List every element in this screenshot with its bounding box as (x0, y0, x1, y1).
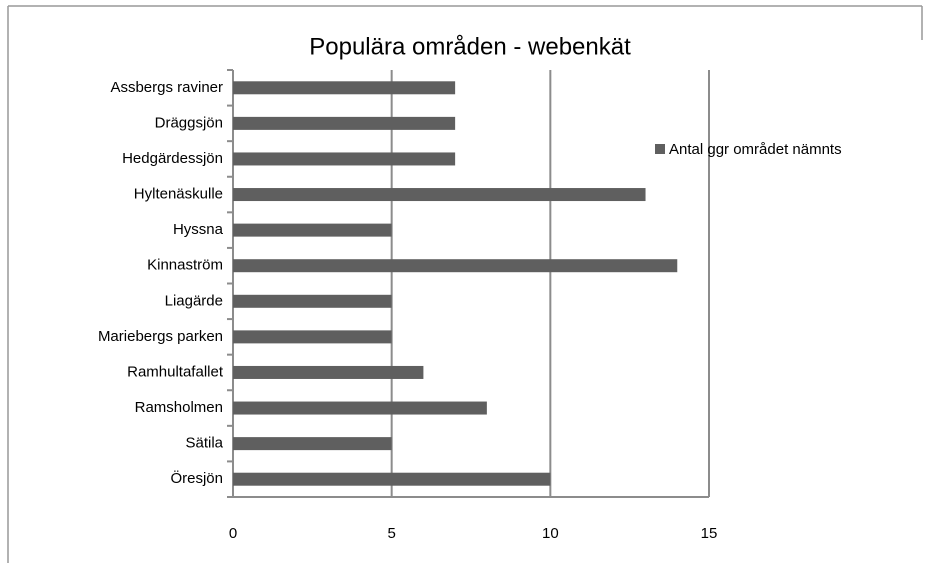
x-tick-label: 15 (701, 525, 718, 542)
bar (233, 152, 456, 166)
y-tick-label: Liagärde (165, 292, 223, 309)
bar (233, 472, 551, 486)
bar (233, 81, 456, 95)
legend-swatch (655, 144, 665, 154)
bar (233, 401, 487, 415)
x-tick-label: 0 (229, 525, 237, 542)
bar (233, 259, 678, 273)
y-tick-label: Hyssna (173, 221, 224, 238)
bar (233, 116, 456, 130)
bar (233, 188, 646, 202)
x-tick-label: 5 (387, 525, 395, 542)
y-tick-label: Öresjön (170, 469, 223, 487)
bar (233, 365, 424, 379)
bar (233, 330, 392, 344)
y-tick-label: Sätila (185, 435, 223, 452)
y-tick-label: Hedgärdessjön (122, 150, 223, 167)
y-tick-label: Ramsholmen (135, 399, 223, 416)
bar (233, 437, 392, 451)
y-tick-label: Ramhultafallet (127, 363, 224, 380)
y-tick-label: Dräggsjön (155, 114, 223, 131)
x-tick-label: 10 (542, 525, 559, 542)
legend-label: Antal ggr området nämnts (669, 141, 842, 158)
bar (233, 223, 392, 237)
y-tick-label: Mariebergs parken (98, 328, 223, 345)
y-tick-label: Hyltenäskulle (134, 186, 223, 203)
bar (233, 294, 392, 308)
chart-title: Populära områden - webenkät (309, 33, 631, 60)
y-tick-label: Kinnaström (147, 257, 223, 274)
y-tick-label: Assbergs raviner (110, 79, 223, 96)
